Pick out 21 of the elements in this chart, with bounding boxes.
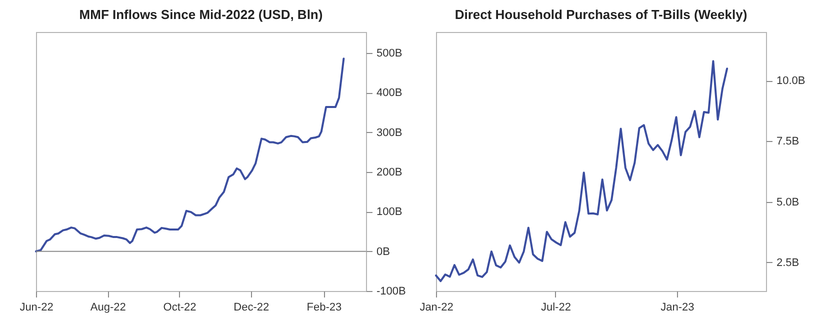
chart-title: Direct Household Purchases of T-Bills (Weekly): [454, 7, 748, 22]
y-tick-label: 500B: [376, 48, 402, 60]
y-tick-label: -100B: [376, 286, 406, 298]
y-tick-label: 10.0B: [776, 75, 806, 87]
x-tick-label: Jun-22: [20, 302, 54, 314]
y-tick-label: 7.5B: [776, 136, 800, 148]
y-tick-label: 200B: [376, 166, 402, 179]
y-tick-label: 300B: [376, 126, 402, 139]
y-tick-label: 2.5B: [776, 256, 800, 269]
x-tick-label: Dec-22: [234, 302, 270, 314]
x-tick-label: Feb-23: [306, 302, 342, 314]
y-tick-label: 5.0B: [776, 196, 800, 208]
x-tick-label: Jan-23: [660, 302, 694, 314]
x-tick-label: Aug-22: [90, 302, 126, 314]
y-tick-label: 100B: [376, 206, 402, 218]
x-tick-label: Oct-22: [163, 302, 196, 314]
x-tick-label: Jul-22: [540, 302, 571, 314]
y-tick-label: 0B: [376, 246, 390, 258]
chart-title: MMF Inflows Since Mid-2022 (USD, Bln): [79, 7, 323, 22]
y-tick-label: 400B: [376, 87, 402, 100]
x-tick-label: Jan-22: [420, 302, 454, 314]
